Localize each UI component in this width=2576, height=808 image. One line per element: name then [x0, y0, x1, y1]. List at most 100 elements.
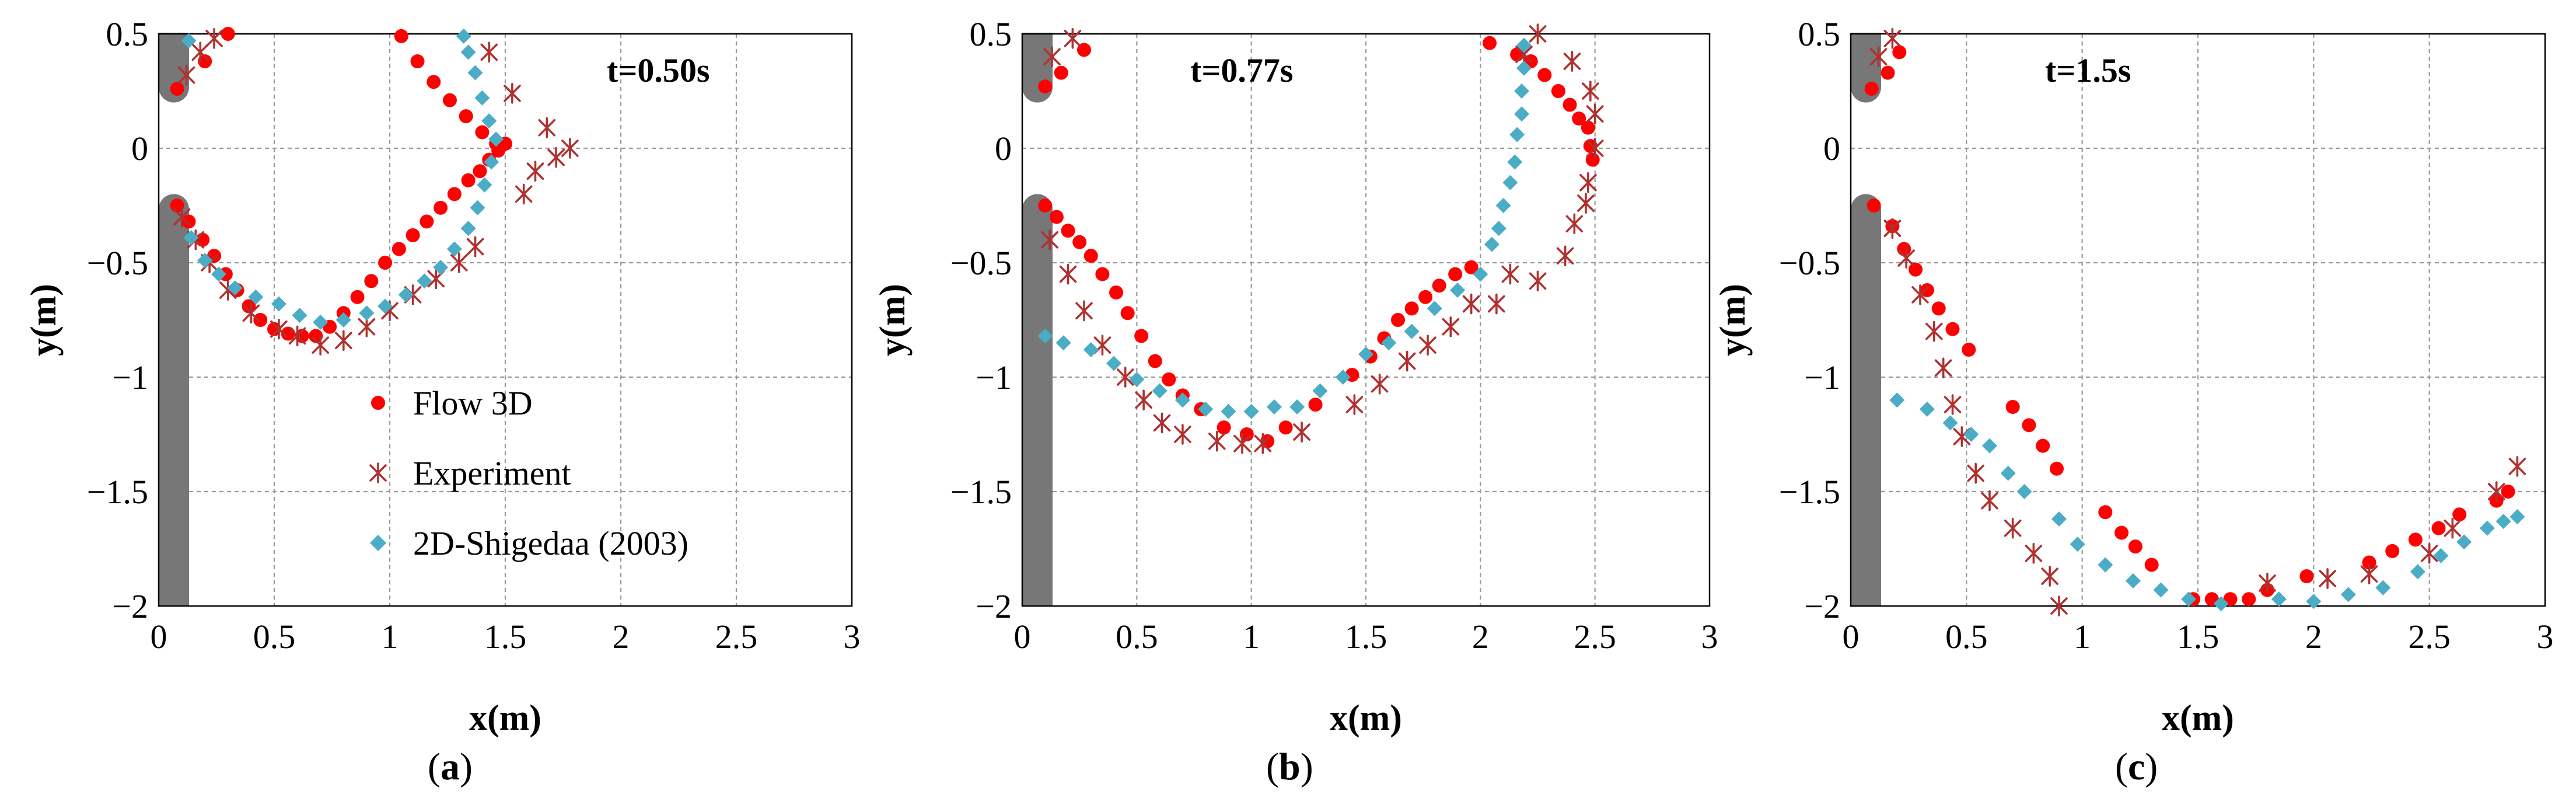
data-point-2d-shigedaa	[474, 90, 490, 106]
legend-marker-flow-3d	[371, 396, 385, 410]
data-point-experiment	[1043, 46, 1061, 67]
x-tick-label: 0	[1843, 618, 1860, 656]
data-point-2d-shigedaa	[378, 298, 393, 314]
data-point-flow-3d	[195, 232, 210, 247]
data-point-experiment	[1883, 28, 1902, 49]
data-point-flow-3d	[1945, 322, 1960, 336]
data-point-experiment	[1529, 270, 1547, 292]
data-point-flow-3d	[394, 29, 408, 43]
data-point-experiment	[561, 138, 579, 159]
data-point-2d-shigedaa	[1491, 221, 1507, 236]
legend-marker-2d-shigedaa	[370, 535, 386, 551]
panel-label: (c)	[2115, 746, 2158, 788]
data-point-2d-shigedaa	[1221, 403, 1236, 419]
data-point-flow-3d	[1464, 260, 1479, 274]
y-tick-label: −1	[976, 358, 1012, 396]
data-point-experiment	[1911, 284, 1929, 305]
data-point-experiment	[1419, 335, 1436, 356]
x-tick-label: 0.5	[253, 618, 296, 656]
data-point-experiment	[2508, 456, 2526, 477]
data-point-2d-shigedaa	[2181, 591, 2197, 607]
data-point-2d-shigedaa	[1963, 427, 1979, 442]
y-tick-label: 0.5	[970, 15, 1012, 53]
data-point-flow-3d	[2299, 569, 2314, 584]
y-tick-label: −1	[1804, 358, 1840, 396]
data-point-2d-shigedaa	[1502, 175, 1518, 190]
data-point-flow-3d	[427, 75, 441, 89]
data-point-2d-shigedaa	[1055, 335, 1071, 351]
data-point-flow-3d	[2114, 525, 2129, 540]
data-point-experiment	[2050, 595, 2068, 617]
data-point-experiment	[1586, 103, 1604, 124]
data-point-flow-3d	[2501, 485, 2515, 499]
data-point-experiment	[1529, 23, 1547, 44]
data-point-experiment	[1869, 46, 1888, 67]
data-point-2d-shigedaa	[1514, 83, 1530, 99]
data-point-experiment	[205, 28, 223, 49]
x-tick-label: 3	[844, 618, 861, 656]
data-point-2d-shigedaa	[359, 305, 375, 321]
data-point-flow-3d	[2036, 438, 2050, 453]
data-point-2d-shigedaa	[271, 296, 286, 312]
data-point-flow-3d	[1308, 398, 1323, 412]
panel-label: (b)	[1266, 746, 1313, 788]
data-point-2d-shigedaa	[1037, 328, 1053, 344]
data-point-flow-3d	[2385, 544, 2400, 558]
data-point-experiment	[334, 330, 352, 351]
data-point-flow-3d	[1239, 427, 1254, 441]
data-point-2d-shigedaa	[1919, 401, 1935, 417]
data-point-2d-shigedaa	[2479, 520, 2495, 536]
data-point-2d-shigedaa	[1335, 370, 1351, 385]
x-tick-label: 2	[2305, 618, 2322, 656]
x-tick-label: 1.5	[2177, 618, 2220, 656]
data-point-2d-shigedaa	[2051, 511, 2067, 527]
data-point-2d-shigedaa	[1312, 383, 1328, 399]
data-point-flow-3d	[1095, 267, 1110, 281]
data-point-experiment	[1064, 28, 1082, 49]
data-point-experiment	[1488, 293, 1505, 315]
plot-background	[1022, 34, 1710, 606]
y-tick-label: −1.5	[950, 473, 1012, 511]
data-point-2d-shigedaa	[181, 33, 197, 48]
data-point-experiment	[2319, 568, 2336, 589]
data-point-2d-shigedaa	[2153, 582, 2169, 598]
data-point-experiment	[2420, 543, 2438, 564]
data-point-flow-3d	[1551, 84, 1565, 98]
plot-frame	[1021, 33, 1711, 607]
data-point-flow-3d	[406, 228, 420, 242]
y-tick-label: 0.5	[106, 15, 149, 53]
legend-label-flow-3d: Flow 3D	[413, 384, 533, 422]
series-experiment	[1041, 23, 1604, 454]
data-point-experiment	[1041, 229, 1058, 250]
data-point-flow-3d	[1563, 97, 1577, 112]
data-point-2d-shigedaa	[2433, 548, 2449, 563]
data-point-2d-shigedaa	[1484, 236, 1500, 252]
x-tick-label: 1.5	[1345, 618, 1387, 656]
data-point-flow-3d	[1134, 329, 1149, 343]
data-point-2d-shigedaa	[2271, 591, 2287, 607]
plot-background	[1851, 34, 2545, 606]
x-axis-title: x(m)	[2162, 698, 2234, 738]
data-marks	[170, 27, 579, 356]
plot-frame	[1850, 33, 2546, 607]
data-point-experiment	[1967, 462, 1984, 484]
data-point-flow-3d	[1162, 372, 1176, 386]
data-point-experiment	[1577, 193, 1595, 214]
data-point-flow-3d	[1061, 224, 1075, 238]
data-point-flow-3d	[295, 329, 309, 343]
data-point-2d-shigedaa	[292, 308, 307, 323]
x-tick-label: 0	[1014, 618, 1031, 656]
data-point-flow-3d	[1448, 267, 1463, 281]
data-point-experiment	[2041, 566, 2058, 587]
data-point-2d-shigedaa	[477, 177, 492, 193]
data-point-flow-3d	[2431, 521, 2446, 535]
data-point-2d-shigedaa	[1942, 415, 1958, 431]
data-point-experiment	[2444, 517, 2462, 539]
y-axis-title: y(m)	[873, 284, 913, 356]
data-point-flow-3d	[170, 82, 184, 96]
data-point-flow-3d	[473, 164, 487, 179]
data-point-experiment	[515, 183, 533, 205]
data-point-flow-3d	[2242, 592, 2256, 607]
data-point-flow-3d	[1418, 290, 1433, 304]
data-point-2d-shigedaa	[1129, 371, 1145, 387]
